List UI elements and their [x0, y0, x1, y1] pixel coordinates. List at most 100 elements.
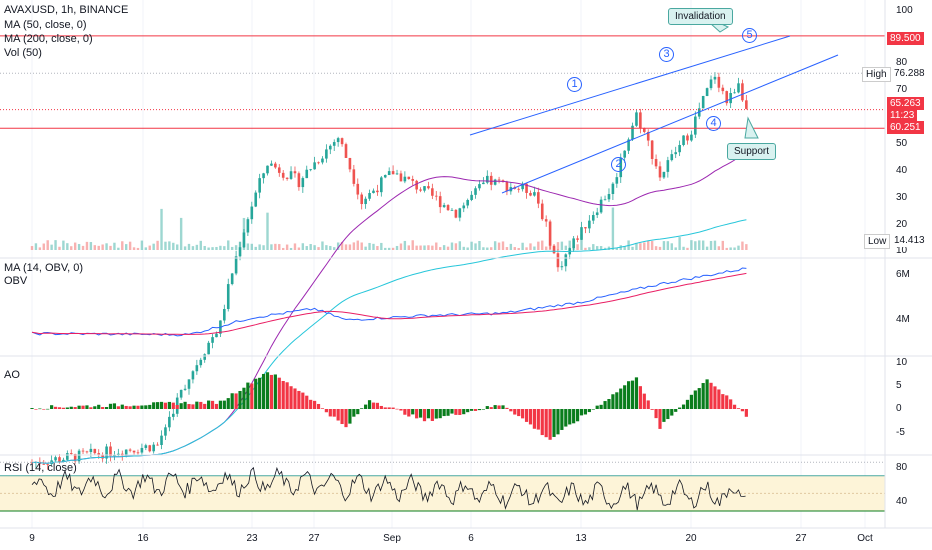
volume-bar: [376, 246, 379, 250]
ao-bar: [265, 372, 270, 409]
ao-bar: [450, 409, 454, 414]
candle-body: [250, 206, 254, 220]
ao-bar: [705, 379, 709, 409]
horizontal-levels: [0, 35, 885, 463]
ao-bar: [38, 408, 42, 410]
ao-bar: [230, 393, 234, 409]
volume-bar: [207, 247, 210, 250]
candle-body: [670, 154, 674, 161]
volume-bar: [344, 244, 348, 250]
candle-body: [164, 427, 167, 436]
volume-bar: [285, 244, 289, 250]
ao-bar: [717, 389, 721, 409]
ao-bar: [646, 400, 650, 409]
ao-bar: [336, 409, 340, 421]
candle-body: [737, 83, 740, 93]
volume-bar: [584, 247, 587, 250]
candle-body: [615, 177, 619, 184]
volume-bar: [266, 212, 269, 250]
candle-body: [395, 173, 399, 175]
volume-bar: [666, 241, 670, 250]
candle-body: [140, 447, 144, 453]
volume-bar: [250, 243, 253, 250]
ma50-line: [31, 151, 747, 464]
ao-bar: [407, 409, 411, 417]
candle-body: [721, 87, 725, 92]
candle-body: [725, 91, 729, 104]
ao-legend[interactable]: AO: [4, 369, 20, 381]
current-price-tag: 65.263: [887, 97, 924, 110]
ao-bar: [156, 402, 160, 409]
obv-legend[interactable]: OBV: [4, 275, 28, 287]
ao-bar: [316, 403, 321, 409]
volume-legend[interactable]: Vol (50): [4, 47, 42, 59]
ao-bar: [46, 408, 50, 410]
volume-bar: [446, 246, 450, 250]
ma50-legend[interactable]: MA (50, close, 0): [4, 19, 87, 31]
ao-bar: [120, 404, 124, 409]
volume-bar: [698, 240, 701, 250]
ao-bar: [371, 402, 376, 409]
volume-bar: [592, 244, 595, 250]
candle-body: [572, 238, 575, 249]
ao-bar: [411, 409, 415, 415]
volume-bar: [705, 246, 709, 250]
y-tick-10: 10: [896, 245, 908, 256]
invalidation-callout[interactable]: Invalidation: [668, 8, 733, 25]
ao-bar: [116, 406, 120, 409]
ao-bar: [277, 377, 281, 409]
volume-bar: [737, 245, 740, 250]
ao-bar: [662, 409, 666, 422]
candle-body: [635, 112, 638, 126]
volume-bar: [533, 246, 536, 250]
ao-bar: [678, 407, 682, 409]
ao-bar: [360, 408, 364, 409]
volume-bar: [176, 244, 179, 250]
volume-bar: [364, 246, 367, 250]
candle-body: [674, 152, 677, 155]
volume-bar: [615, 247, 619, 250]
obv-ma-legend[interactable]: MA (14, OBV, 0): [4, 262, 84, 274]
ao-bar: [332, 409, 336, 417]
ao-bar: [685, 399, 690, 409]
x-tick-9: 9: [29, 533, 35, 544]
volume-bar: [682, 246, 685, 250]
candle-body: [517, 188, 520, 190]
rsi-legend[interactable]: RSI (14, close): [4, 462, 77, 474]
volume-bar: [658, 246, 662, 250]
support-callout[interactable]: Support: [727, 143, 777, 160]
ao-bar: [340, 409, 344, 425]
candle-body: [69, 453, 73, 454]
ao-bar: [297, 390, 301, 409]
candle-body: [168, 416, 171, 428]
candle-body: [591, 215, 595, 221]
ao-bar: [489, 407, 493, 409]
candle-body: [646, 131, 650, 141]
ao-bar: [595, 405, 599, 409]
candle-body: [132, 450, 136, 453]
y-tick-80: 80: [896, 57, 908, 68]
ao-bar: [183, 401, 187, 409]
volume-bar: [356, 240, 359, 250]
volume-bar: [431, 245, 434, 250]
volume-bar: [439, 247, 442, 250]
candle-body: [329, 145, 332, 150]
volume-bar: [419, 245, 422, 250]
volume-bar: [58, 246, 61, 250]
ao-bar: [199, 401, 203, 409]
candle-body: [156, 444, 159, 446]
ao-bar: [352, 409, 356, 417]
ao-bar: [575, 409, 580, 422]
candle-body: [352, 169, 356, 184]
ma200-legend[interactable]: MA (200, close, 0): [4, 33, 93, 45]
ao-bar: [383, 407, 387, 409]
candle-body: [144, 445, 148, 448]
candle-body: [639, 112, 642, 129]
volume-bar: [160, 208, 163, 250]
ao-bar: [560, 409, 564, 430]
ao-bar: [218, 400, 222, 409]
volume-bar: [462, 246, 465, 250]
candle-body: [505, 181, 509, 192]
ao-bar: [744, 409, 748, 417]
